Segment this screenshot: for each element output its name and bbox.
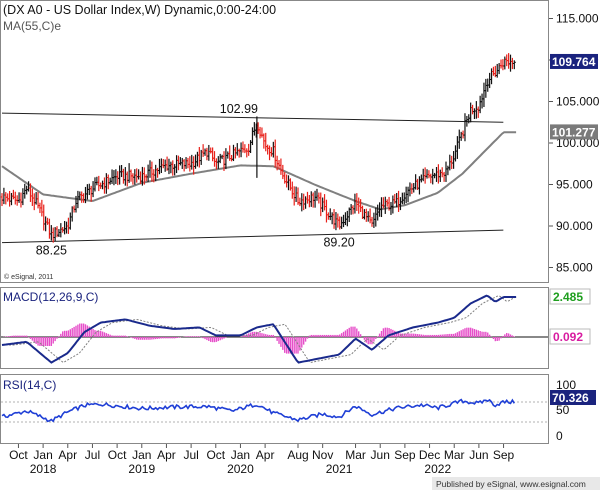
x-month-label: Jun [469,448,488,462]
x-month-label: Jun [371,448,390,462]
price-plot [0,53,517,244]
x-year-label: 2020 [227,462,254,476]
macd-signal-box: 0.092 [549,328,591,345]
rsi-title: RSI(14,C) [3,378,56,392]
ma-value-box: 101.277 [550,124,598,140]
price-chart-title: (DX A0 - US Dollar Index,W) Dynamic,0:00… [3,3,276,17]
x-year-label: 2022 [424,462,451,476]
price-tick-label: 105.000 [556,95,600,109]
x-year-label: 2018 [30,462,57,476]
price-axis: 115.000110.000105.000100.00095.00090.000… [549,12,600,275]
time-axis: Oct Jan Apr Jul Oct Jan Apr Jul Oct Jan Apr Aug Nov M… [9,444,515,476]
macd-signal-value: 0.092 [553,330,583,344]
ma-indicator-label: MA(55,C)e [3,19,61,33]
rsi-value-box: 70.326 [550,390,596,405]
price-tick-label: 95.000 [556,178,593,192]
x-month-label: Sep [493,448,515,462]
price-tick-label: 90.000 [556,219,593,233]
x-month-label: Jul [85,448,100,462]
x-month-label: Apr [157,448,176,462]
macd-plot [1,294,548,364]
x-month-label: Mar [345,448,366,462]
x-month-label: Jan [33,448,52,462]
x-month-label: Jan [132,448,151,462]
rsi-panel-frame [0,374,549,444]
trendline [1,112,504,123]
x-month-label: Oct [108,448,127,462]
x-month-label: Oct [206,448,225,462]
x-month-label: Apr [58,448,77,462]
esignal-watermark: © eSignal, 2011 [4,273,54,281]
x-month-label: Jan [231,448,250,462]
rsi-tick-50: 50 [556,403,570,417]
x-month-label: Mar [444,448,465,462]
annotation-low-88-25: 88.25 [36,244,67,258]
x-month-label: Sep [394,448,416,462]
last-price-value: 109.764 [552,55,596,69]
footer-bar [432,477,600,490]
macd-title: MACD(12,26,9,C) [3,290,98,304]
trendline [1,229,504,244]
macd-panel-frame [0,287,549,369]
annotation-low-89-20: 89.20 [323,236,354,250]
macd-value-box: 2.485 [549,288,591,305]
rsi-line [1,398,515,423]
rsi-value: 70.326 [552,391,589,405]
x-year-label: 2019 [128,462,155,476]
rsi-tick-0: 0 [556,429,563,443]
x-month-label: Nov [312,448,333,462]
annotation-high-102-99: 102.99 [220,102,258,116]
price-tick-label: 85.000 [556,261,593,275]
publisher-footer: Published by eSignal, www.esignal.com [436,479,586,489]
x-month-label: Jul [183,448,198,462]
price-tick-label: 100.000 [556,136,600,150]
macd-value: 2.485 [553,290,583,304]
ma-value: 101.277 [552,125,596,139]
x-month-label: Aug [287,448,308,462]
last-price-box: 109.764 [550,53,598,69]
x-month-label: Dec [419,448,440,462]
price-tick-label: 115.000 [556,12,599,26]
price-panel-frame [0,0,549,283]
ma-55-line [1,131,517,211]
rsi-plot [1,398,548,423]
x-month-label: Apr [256,448,275,462]
x-month-label: Oct [9,448,28,462]
x-year-label: 2021 [326,462,353,476]
rsi-tick-100: 100 [556,378,576,392]
macd-line [1,294,517,364]
